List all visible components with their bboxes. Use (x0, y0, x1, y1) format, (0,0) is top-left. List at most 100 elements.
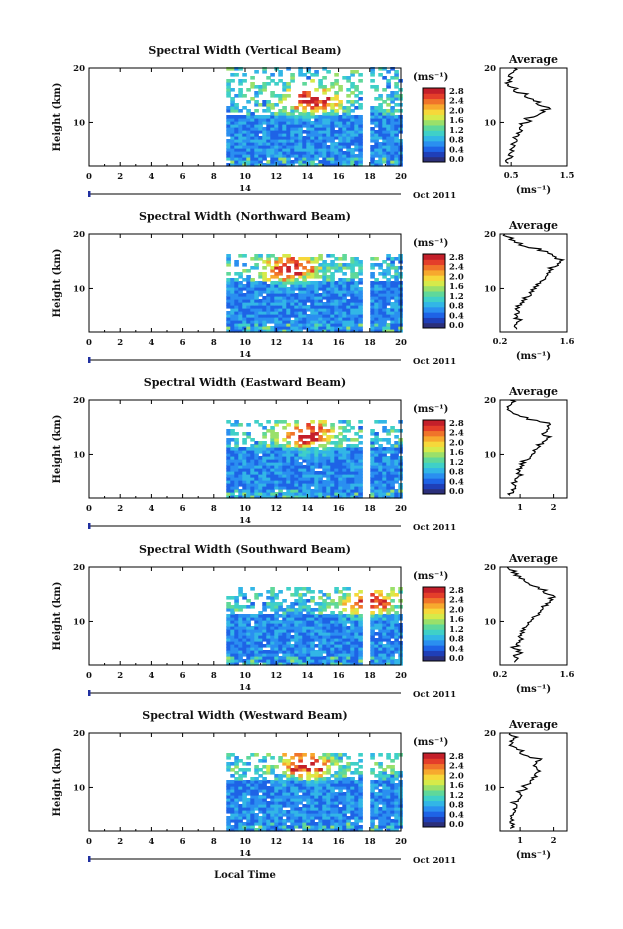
profile-line (506, 566, 557, 663)
heatmap-cell (378, 468, 383, 472)
heatmap-cell (322, 792, 327, 796)
heatmap-cell (346, 160, 351, 164)
heatmap-cell (290, 477, 295, 481)
heatmap-cell (378, 599, 383, 603)
heatmap-cell (226, 79, 231, 83)
heatmap-cell (226, 326, 231, 330)
heatmap-cell (254, 124, 259, 128)
x-tick-label: 16 (333, 837, 345, 847)
heatmap-cell (342, 139, 347, 143)
heatmap-cell (234, 317, 239, 321)
heatmap-cell (278, 293, 283, 297)
heatmap-cell (370, 323, 375, 327)
heatmap-cell (342, 816, 347, 820)
heatmap-cell (282, 94, 287, 98)
heatmap-cell (386, 136, 391, 140)
heatmap-cell (234, 825, 239, 829)
heatmap-cell (386, 468, 391, 472)
heatmap-cell (382, 314, 387, 318)
heatmap-cell (394, 650, 399, 654)
heatmap-cell (326, 296, 331, 300)
heatmap-cell (294, 118, 299, 122)
heatmap-cell (306, 308, 311, 312)
heatmap-cell (270, 801, 275, 805)
heatmap-cell (334, 115, 339, 119)
heatmap-cell (374, 293, 379, 297)
heatmap-cell (226, 148, 231, 152)
heatmap-cell (234, 456, 239, 460)
heatmap-cell (234, 762, 239, 766)
heatmap-cell (310, 266, 315, 270)
heatmap-cell (370, 145, 375, 149)
day-label: 14 (239, 849, 251, 859)
heatmap-cell (298, 810, 303, 814)
heatmap-cell (354, 293, 359, 297)
heatmap-cell (302, 124, 307, 128)
heatmap-cell (238, 133, 243, 137)
x-tick-label: 14 (301, 172, 313, 182)
heatmap-cell (318, 118, 323, 122)
heatmap-cell (250, 308, 255, 312)
heatmap-cell (298, 819, 303, 823)
heatmap-cell (278, 792, 283, 796)
heatmap-cell (346, 486, 351, 490)
heatmap-cell (314, 438, 319, 442)
heatmap-cell (274, 644, 279, 648)
heatmap-cell (310, 495, 315, 499)
heatmap-cell (286, 483, 291, 487)
heatmap-cell (318, 813, 323, 817)
heatmap-cell (338, 495, 343, 499)
heatmap-cell (386, 290, 391, 294)
heatmap-cell (286, 311, 291, 315)
heatmap-cell (330, 151, 335, 155)
heatmap-cell (278, 614, 283, 618)
heatmap-cell (290, 486, 295, 490)
heatmap-cell (270, 438, 275, 442)
heatmap-cell (378, 828, 383, 832)
heatmap-cell (262, 756, 267, 760)
x-tick-label: 20 (395, 837, 407, 847)
heatmap-cell (382, 272, 387, 276)
heatmap-cell (286, 605, 291, 609)
heatmap-cell (386, 79, 391, 83)
heatmap-cell (378, 626, 383, 630)
heatmap-cell (274, 459, 279, 463)
heatmap-cell (234, 157, 239, 161)
heatmap-cell (242, 623, 247, 627)
heatmap-cell (242, 133, 247, 137)
heatmap-cell (318, 495, 323, 499)
heatmap-cell (350, 314, 355, 318)
colorbar-swatch (423, 613, 445, 620)
heatmap-cell (298, 798, 303, 802)
heatmap-cell (374, 109, 379, 113)
heatmap-cell (234, 263, 239, 267)
heatmap-cell (346, 118, 351, 122)
heatmap-cell (246, 489, 251, 493)
heatmap-cell (274, 302, 279, 306)
heatmap-cell (370, 492, 375, 496)
heatmap-cell (258, 272, 263, 276)
heatmap-cell (378, 112, 383, 116)
heatmap-cell (374, 329, 379, 333)
heatmap-cell (338, 121, 343, 125)
heatmap-cell (266, 429, 271, 433)
profile-frame (499, 566, 568, 666)
heatmap-cell (322, 659, 327, 663)
heatmap-cell (270, 765, 275, 769)
heatmap-cell (246, 124, 251, 128)
heatmap-cell (358, 623, 363, 627)
heatmap-cell (354, 299, 359, 303)
heatmap-cell (386, 789, 391, 793)
colorbar-swatch (423, 488, 445, 495)
heatmap-cell (350, 638, 355, 642)
heatmap-cell (290, 807, 295, 811)
heatmap-cell (338, 629, 343, 633)
heatmap-cell (290, 777, 295, 781)
heatmap-cell (334, 314, 339, 318)
heatmap-cell (282, 136, 287, 140)
heatmap-cell (226, 260, 231, 264)
y-tick-label: 20 (73, 230, 85, 240)
heatmap-cell (322, 789, 327, 793)
heatmap-cell (302, 483, 307, 487)
heatmap-cell (234, 118, 239, 122)
